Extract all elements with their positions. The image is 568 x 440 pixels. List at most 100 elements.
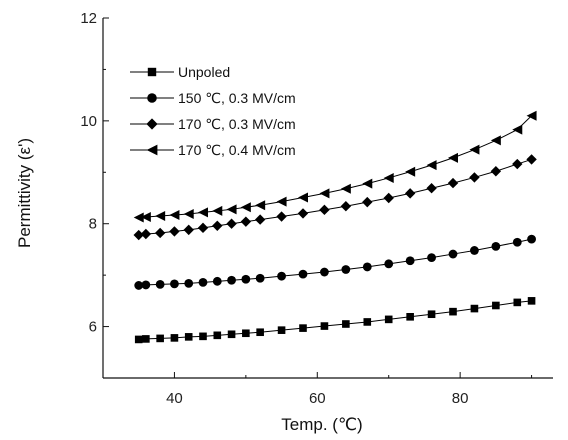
triangle-left-marker	[298, 192, 308, 203]
x-axis-title: Temp. (℃)	[281, 415, 362, 434]
triangle-left-marker	[140, 212, 151, 223]
circle-marker	[147, 93, 157, 103]
diamond-marker	[197, 222, 209, 234]
legend-label: Unpoled	[178, 64, 230, 80]
square-marker	[134, 335, 143, 344]
series-1	[134, 297, 536, 344]
square-marker	[363, 318, 372, 326]
square-marker	[449, 307, 457, 316]
legend-item: 150 ℃, 0.3 MV/cm	[130, 90, 296, 106]
diamond-marker	[240, 216, 252, 227]
y-tick-label: 6	[89, 319, 97, 336]
circle-marker	[155, 280, 165, 289]
diamond-marker	[362, 196, 373, 208]
y-axis-title: Permittivity (ε')	[15, 138, 34, 248]
diamond-marker	[512, 158, 523, 170]
circle-marker	[298, 269, 308, 279]
circle-marker	[384, 259, 394, 269]
square-marker	[227, 330, 236, 339]
square-marker	[406, 313, 414, 321]
triangle-left-marker	[155, 211, 166, 221]
circle-marker	[170, 279, 179, 289]
triangle-left-marker	[255, 200, 266, 211]
series-3	[133, 154, 537, 241]
legend-label: 170 ℃, 0.3 MV/cm	[178, 116, 296, 132]
triangle-left-marker	[226, 204, 237, 215]
triangle-left-marker	[512, 124, 523, 135]
triangle-left-marker	[405, 166, 416, 177]
circle-marker	[405, 256, 415, 266]
square-marker	[277, 326, 286, 334]
triangle-left-marker	[169, 209, 180, 220]
circle-marker	[470, 246, 479, 255]
circle-marker	[512, 237, 522, 247]
square-marker	[513, 298, 522, 307]
square-marker	[184, 333, 193, 341]
square-marker	[427, 310, 436, 319]
x-tick-label: 80	[452, 390, 469, 407]
square-marker	[299, 324, 307, 332]
square-marker	[147, 67, 157, 77]
triangle-left-marker	[490, 135, 501, 146]
circle-marker	[341, 265, 351, 274]
diamond-marker	[426, 183, 437, 194]
diamond-marker	[340, 201, 352, 212]
triangle-left-marker	[276, 196, 287, 207]
x-tick-label: 40	[166, 390, 183, 407]
triangle-left-marker	[469, 144, 480, 155]
square-marker	[213, 331, 222, 340]
circle-marker	[134, 281, 144, 290]
circle-marker	[227, 275, 236, 285]
diamond-marker	[183, 224, 194, 236]
circle-marker	[141, 280, 151, 290]
circle-marker	[527, 234, 536, 244]
circle-marker	[277, 271, 286, 281]
diamond-marker	[526, 154, 537, 165]
diamond-marker	[319, 204, 330, 216]
triangle-left-marker	[240, 202, 251, 213]
triangle-left-marker	[212, 205, 223, 216]
y-axis-ticks: 6 8 10 12	[80, 10, 109, 379]
diamond-marker	[404, 188, 416, 199]
circle-marker	[212, 276, 222, 286]
legend-label: 170 ℃, 0.4 MV/cm	[178, 142, 296, 158]
diamond-marker	[140, 228, 152, 240]
square-marker	[256, 328, 264, 337]
circle-marker	[448, 249, 458, 259]
triangle-left-marker	[183, 208, 194, 219]
diamond-marker	[254, 214, 266, 225]
diamond-marker	[154, 227, 166, 239]
circle-marker	[255, 273, 265, 283]
y-tick-label: 8	[89, 216, 97, 233]
triangle-left-marker	[146, 144, 158, 156]
y-tick-label: 12	[80, 10, 97, 27]
diamond-marker	[146, 118, 158, 130]
circle-marker	[491, 241, 501, 251]
legend: Unpoled 150 ℃, 0.3 MV/cm 170 ℃, 0.3 MV/cm 1…	[130, 64, 296, 158]
circle-marker	[320, 267, 329, 277]
diamond-marker	[169, 226, 180, 237]
legend-item: Unpoled	[130, 64, 230, 80]
diamond-marker	[469, 172, 480, 183]
series-line	[138, 238, 532, 286]
plot-frame	[102, 18, 553, 379]
y-tick-label: 10	[80, 113, 97, 130]
triangle-left-marker	[340, 183, 351, 194]
triangle-left-marker	[383, 172, 394, 183]
diamond-marker	[383, 192, 394, 204]
diamond-marker	[212, 220, 223, 231]
triangle-left-marker	[133, 212, 144, 223]
triangle-left-marker	[448, 152, 458, 163]
square-marker	[470, 304, 479, 313]
legend-item: 170 ℃, 0.4 MV/cm	[130, 142, 296, 158]
square-marker	[384, 315, 393, 324]
legend-item: 170 ℃, 0.3 MV/cm	[130, 116, 296, 132]
triangle-left-marker	[526, 110, 537, 121]
diamond-marker	[276, 211, 287, 222]
triangle-left-marker	[426, 160, 437, 171]
circle-marker	[241, 274, 251, 284]
legend-label: 150 ℃, 0.3 MV/cm	[178, 90, 296, 106]
square-marker	[199, 332, 207, 341]
square-marker	[342, 320, 350, 328]
diamond-marker	[447, 177, 459, 189]
